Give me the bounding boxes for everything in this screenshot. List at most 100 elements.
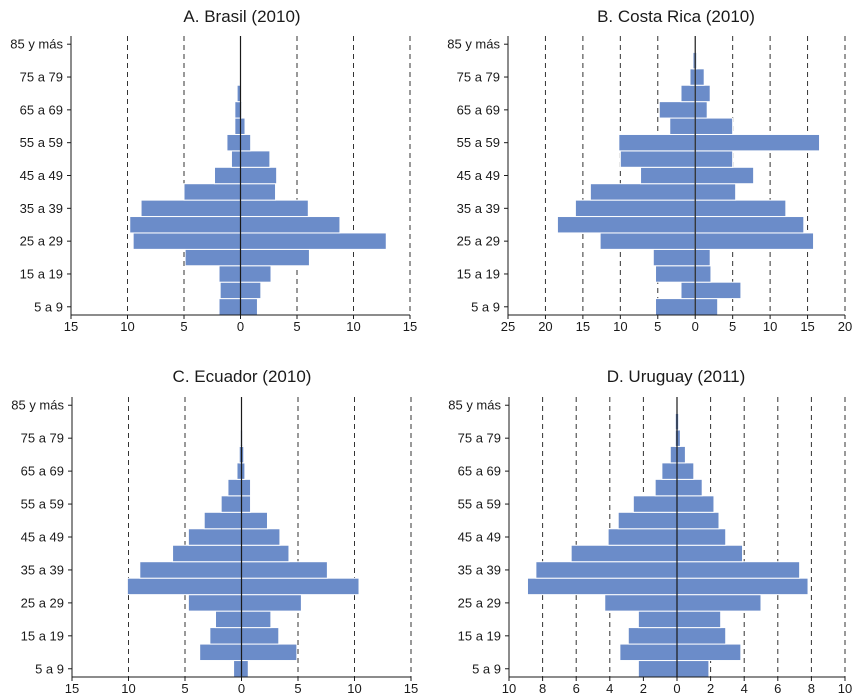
bar-right bbox=[676, 643, 742, 662]
bar-left bbox=[126, 577, 242, 596]
y-tick-label: 5 a 9 bbox=[471, 299, 500, 314]
y-tick-label: 65 a 69 bbox=[20, 102, 63, 117]
bar-left bbox=[680, 84, 696, 103]
bar-right bbox=[694, 248, 711, 267]
bar-left bbox=[655, 298, 696, 316]
bar-right bbox=[676, 577, 809, 596]
bar-left bbox=[183, 183, 241, 201]
x-tick-label: 8 bbox=[808, 681, 815, 696]
x-tick-label: 2 bbox=[640, 681, 647, 696]
x-tick-label: 5 bbox=[180, 319, 187, 334]
bar-left bbox=[669, 445, 678, 464]
bar-left bbox=[215, 610, 242, 629]
bar-left bbox=[632, 495, 678, 513]
bar-left bbox=[187, 594, 242, 612]
bar-right bbox=[676, 544, 744, 563]
y-tick-label: 55 a 59 bbox=[457, 135, 500, 150]
bar-right bbox=[240, 166, 278, 185]
y-tick-label: 85 y más bbox=[447, 37, 500, 52]
y-tick-label: 45 a 49 bbox=[21, 530, 64, 545]
bar-left bbox=[227, 478, 243, 497]
bar-left bbox=[234, 117, 242, 135]
bar-left bbox=[218, 265, 241, 283]
x-tick-label: 15 bbox=[404, 681, 418, 696]
bar-right bbox=[694, 216, 805, 234]
y-tick-label: 45 a 49 bbox=[20, 168, 63, 183]
bar-left bbox=[214, 166, 241, 185]
bar-right bbox=[240, 248, 310, 267]
bar-left bbox=[220, 495, 243, 513]
bar-left bbox=[617, 511, 678, 530]
x-tick-label: 0 bbox=[673, 681, 680, 696]
bar-right bbox=[676, 594, 762, 612]
y-tick-label: 75 a 79 bbox=[458, 431, 501, 446]
bar-right bbox=[676, 445, 686, 464]
bar-right bbox=[694, 166, 755, 185]
x-tick-label: 5 bbox=[294, 681, 301, 696]
bar-left bbox=[129, 216, 241, 234]
bar-left bbox=[139, 561, 242, 579]
y-tick-label: 65 a 69 bbox=[458, 464, 501, 479]
bar-right bbox=[241, 643, 298, 662]
y-tick-label: 55 a 59 bbox=[458, 497, 501, 512]
x-tick-label: 15 bbox=[64, 319, 78, 334]
bar-left bbox=[556, 216, 696, 234]
y-tick-label: 55 a 59 bbox=[21, 497, 64, 512]
bar-right bbox=[676, 610, 722, 629]
bar-left bbox=[680, 281, 696, 300]
bar-left bbox=[640, 166, 696, 185]
bar-right bbox=[240, 265, 272, 283]
x-tick-label: 8 bbox=[539, 681, 546, 696]
bar-left bbox=[658, 101, 696, 119]
x-tick-label: 15 bbox=[403, 319, 417, 334]
bar-left bbox=[535, 561, 678, 579]
y-tick-label: 15 a 19 bbox=[20, 266, 63, 281]
bar-right bbox=[240, 150, 271, 168]
bar-right bbox=[676, 478, 703, 497]
bar-left bbox=[230, 150, 242, 168]
bar-right bbox=[694, 281, 742, 300]
bar-left bbox=[599, 232, 696, 250]
bar-right bbox=[240, 183, 277, 201]
bar-right bbox=[676, 660, 710, 678]
bar-right bbox=[694, 101, 708, 119]
bar-right bbox=[241, 561, 328, 579]
bar-left bbox=[618, 133, 696, 152]
y-tick-label: 35 a 39 bbox=[20, 201, 63, 216]
bar-right bbox=[241, 528, 281, 546]
bar-left bbox=[654, 478, 678, 497]
x-tick-label: 10 bbox=[613, 319, 627, 334]
y-tick-label: 65 a 69 bbox=[457, 102, 500, 117]
y-tick-label: 25 a 29 bbox=[20, 234, 63, 249]
bar-left bbox=[669, 117, 696, 135]
bar-left bbox=[637, 660, 678, 678]
y-tick-label: 85 y más bbox=[448, 398, 501, 413]
y-tick-label: 45 a 49 bbox=[457, 168, 500, 183]
bar-left bbox=[637, 610, 678, 629]
x-tick-label: 25 bbox=[501, 319, 515, 334]
bar-right bbox=[241, 610, 272, 629]
bar-left bbox=[226, 133, 242, 152]
bar-left bbox=[233, 660, 242, 678]
bar-right bbox=[694, 298, 719, 316]
bar-left bbox=[627, 627, 678, 645]
y-tick-label: 25 a 29 bbox=[458, 595, 501, 610]
bar-left bbox=[604, 594, 678, 612]
bar-right bbox=[694, 265, 712, 283]
bar-right bbox=[694, 183, 737, 201]
bar-right bbox=[676, 462, 695, 480]
x-tick-label: 0 bbox=[237, 319, 244, 334]
x-tick-label: 6 bbox=[573, 681, 580, 696]
bar-left bbox=[619, 643, 678, 662]
x-tick-label: 10 bbox=[347, 681, 361, 696]
y-tick-label: 85 y más bbox=[11, 398, 64, 413]
y-tick-label: 15 a 19 bbox=[458, 628, 501, 643]
bar-right bbox=[240, 117, 246, 135]
y-tick-label: 35 a 39 bbox=[457, 201, 500, 216]
y-tick-label: 25 a 29 bbox=[21, 595, 64, 610]
bar-right bbox=[694, 117, 734, 135]
bar-left bbox=[236, 462, 242, 480]
bar-right bbox=[694, 68, 705, 86]
